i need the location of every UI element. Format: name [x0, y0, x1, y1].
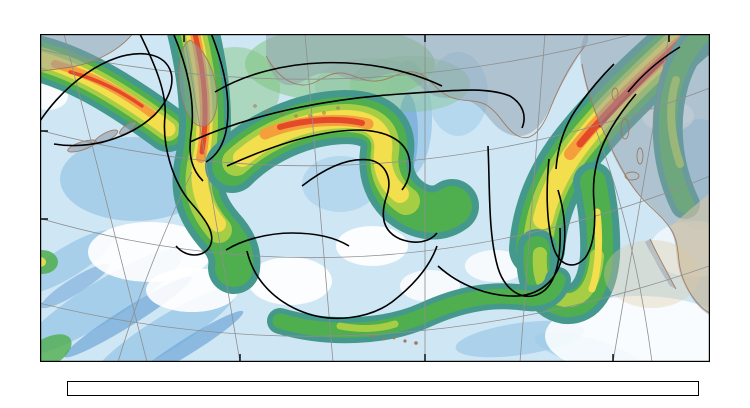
colorbar — [67, 381, 699, 396]
colorbar-tick-labels — [67, 394, 697, 408]
jet-streaks — [40, 34, 710, 344]
map-panel — [40, 34, 710, 362]
weather-map — [40, 34, 710, 362]
map-frame — [40, 34, 710, 362]
hawaii-islands — [371, 334, 418, 345]
height-contours — [40, 34, 681, 320]
landmasses — [40, 34, 710, 316]
graticule — [40, 34, 710, 362]
axis-ticks — [40, 34, 670, 362]
